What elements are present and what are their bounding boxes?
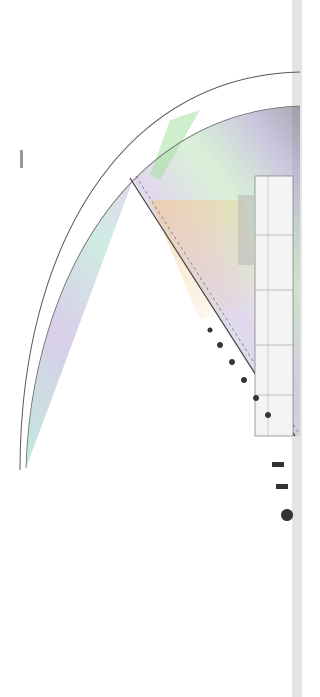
stage-figures	[238, 195, 254, 265]
section-drawing	[0, 0, 302, 697]
page	[0, 0, 302, 697]
label-mark	[20, 150, 23, 168]
building-block	[255, 176, 293, 436]
